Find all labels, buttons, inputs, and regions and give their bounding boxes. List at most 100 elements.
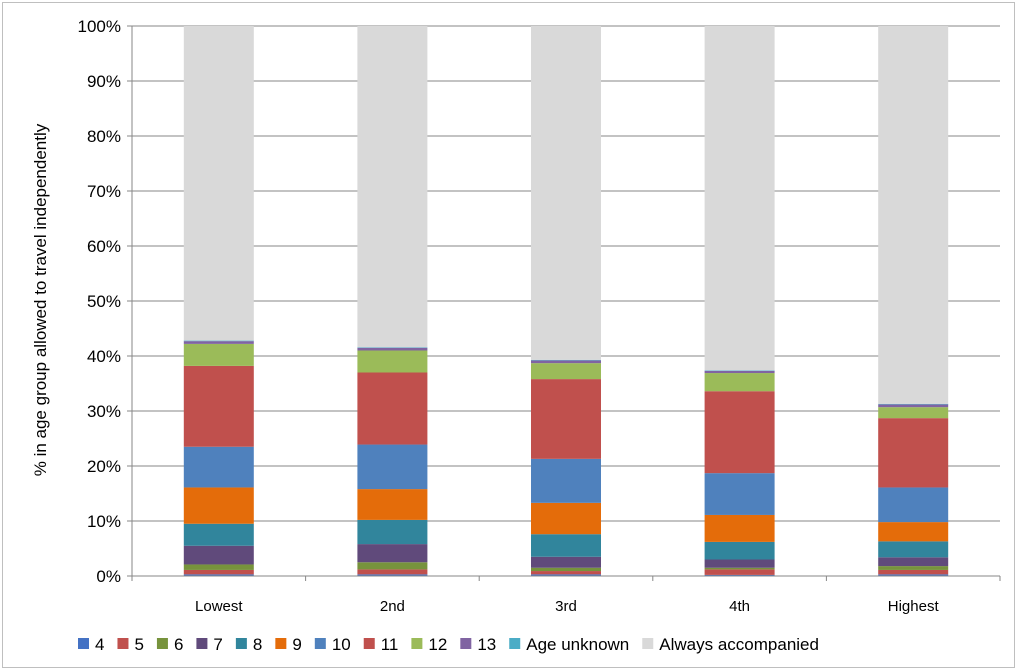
legend-swatch bbox=[314, 638, 326, 649]
bar-segment bbox=[183, 569, 254, 575]
bar-segment bbox=[704, 370, 775, 371]
bar-segment bbox=[531, 534, 601, 557]
legend-label: 8 bbox=[253, 635, 262, 654]
bar-segment bbox=[183, 343, 254, 366]
x-tick-label: Highest bbox=[888, 598, 940, 615]
legend-label: 10 bbox=[332, 635, 351, 654]
bar-segment bbox=[183, 446, 254, 488]
legend-label: 4 bbox=[95, 635, 104, 654]
x-tick-label: 2nd bbox=[380, 598, 405, 615]
bar-segment bbox=[183, 365, 254, 447]
bar-segment bbox=[183, 26, 254, 341]
bar-segment bbox=[183, 341, 254, 344]
bar-segment bbox=[704, 567, 775, 570]
legend-label: Age unknown bbox=[526, 635, 629, 654]
bar-segment bbox=[531, 502, 601, 535]
bar-segment bbox=[531, 556, 601, 568]
bar-segment bbox=[878, 541, 949, 558]
bar-segment bbox=[531, 360, 601, 364]
legend-swatch bbox=[363, 638, 375, 649]
bar-segment bbox=[878, 566, 949, 570]
bar-segment bbox=[704, 574, 775, 576]
x-tick-label: 3rd bbox=[555, 598, 577, 615]
bar-segment bbox=[357, 347, 428, 351]
bar-segment bbox=[357, 562, 428, 570]
y-tick-label: 80% bbox=[87, 127, 121, 146]
bar-segment bbox=[878, 574, 949, 576]
y-tick-label: 90% bbox=[87, 72, 121, 91]
bar-segment bbox=[704, 370, 775, 374]
bar-segment bbox=[531, 379, 601, 459]
y-tick-label: 40% bbox=[87, 347, 121, 366]
bar-segment bbox=[183, 340, 254, 342]
y-tick-label: 10% bbox=[87, 512, 121, 531]
axes bbox=[127, 25, 1001, 581]
bar-segment bbox=[357, 372, 428, 445]
y-tick-label: 50% bbox=[87, 292, 121, 311]
y-tick-label: 60% bbox=[87, 237, 121, 256]
y-tick-label: 30% bbox=[87, 402, 121, 421]
bar-segment bbox=[357, 26, 428, 348]
bar-segment bbox=[878, 569, 949, 575]
bar-segment bbox=[878, 26, 949, 404]
bar-segment bbox=[357, 569, 428, 575]
legend-label: Always accompanied bbox=[659, 635, 819, 654]
bar-segment bbox=[357, 347, 428, 348]
x-tick-labels: Lowest 2nd 3rd 4th Highest bbox=[195, 598, 939, 615]
y-axis-title: % in age group allowed to travel indepen… bbox=[31, 123, 50, 476]
bars bbox=[183, 26, 949, 576]
legend-label: 12 bbox=[428, 635, 447, 654]
legend-swatch bbox=[411, 638, 423, 649]
bar-segment bbox=[183, 545, 254, 565]
bar-segment bbox=[357, 444, 428, 490]
bar-segment bbox=[357, 574, 428, 576]
x-tick-label: Lowest bbox=[195, 598, 243, 615]
bar-segment bbox=[357, 489, 428, 520]
bar-segment bbox=[878, 418, 949, 488]
bar-segment bbox=[531, 571, 601, 575]
bar-segment bbox=[704, 473, 775, 515]
bar-segment bbox=[357, 544, 428, 563]
x-tick-label: 4th bbox=[729, 598, 750, 615]
legend-swatch bbox=[509, 638, 521, 649]
bar-segment bbox=[183, 574, 254, 576]
legend-label: 7 bbox=[213, 635, 222, 654]
bar-segment bbox=[704, 514, 775, 542]
bar-segment bbox=[878, 557, 949, 567]
bar-segment bbox=[183, 523, 254, 546]
legend-swatch bbox=[275, 638, 287, 649]
bar-segment bbox=[704, 26, 775, 371]
y-tick-labels: 0% 10% 20% 30% 40% 50% 60% 70% 80% 90% 100% bbox=[78, 17, 121, 586]
bar-segment bbox=[183, 564, 254, 570]
legend-swatch bbox=[196, 638, 208, 649]
legend-swatch bbox=[235, 638, 247, 649]
y-tick-label: 0% bbox=[96, 567, 121, 586]
legend-swatch bbox=[156, 638, 168, 649]
legend-label: 9 bbox=[292, 635, 301, 654]
bar-segment bbox=[878, 407, 949, 419]
bar-segment bbox=[704, 373, 775, 392]
bar-segment bbox=[357, 350, 428, 373]
legend-label: 13 bbox=[477, 635, 496, 654]
y-tick-label: 20% bbox=[87, 457, 121, 476]
y-tick-label: 70% bbox=[87, 182, 121, 201]
bar-segment bbox=[878, 522, 949, 542]
bar-segment bbox=[531, 458, 601, 503]
bar-segment bbox=[531, 363, 601, 380]
bar-segment bbox=[704, 541, 775, 560]
legend-swatch bbox=[642, 638, 654, 649]
bar-segment bbox=[531, 26, 601, 360]
bar-segment bbox=[704, 391, 775, 474]
bar-segment bbox=[704, 559, 775, 568]
y-tick-label: 100% bbox=[78, 17, 121, 36]
legend-swatch bbox=[78, 638, 89, 649]
bar-segment bbox=[531, 359, 601, 361]
legend-label: 5 bbox=[134, 635, 143, 654]
legend-swatch bbox=[460, 638, 472, 649]
legend-label: 6 bbox=[174, 635, 183, 654]
bar-segment bbox=[531, 567, 601, 572]
bar-segment bbox=[704, 569, 775, 575]
bar-segment bbox=[183, 487, 254, 524]
